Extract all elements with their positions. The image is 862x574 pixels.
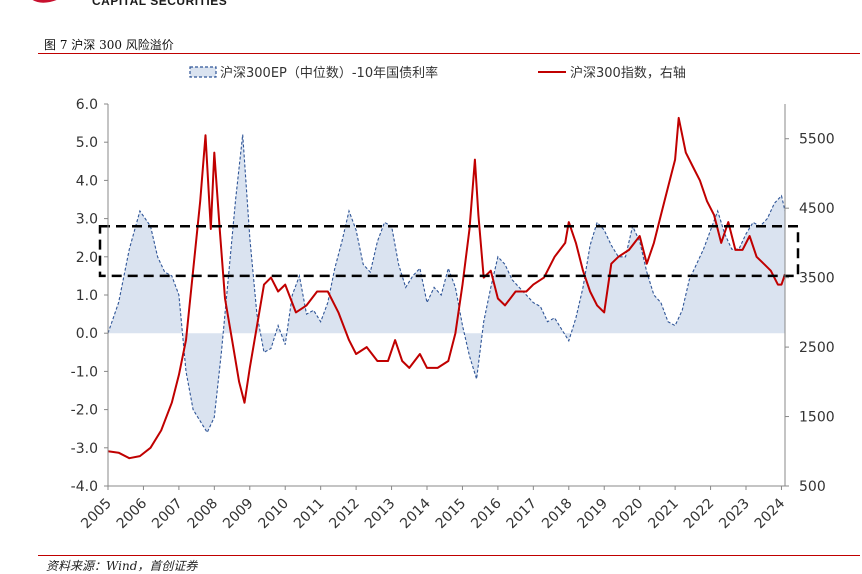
left-tick-label: 6.0 [76, 97, 98, 113]
x-tick-label: 2015 [433, 496, 470, 533]
left-tick-label: 3.0 [76, 212, 98, 228]
x-tick-label: 2006 [114, 495, 151, 532]
x-tick-label: 2023 [716, 496, 753, 533]
x-tick-label: 2010 [256, 496, 293, 533]
x-tick-label: 2020 [610, 496, 647, 533]
x-tick-label: 2024 [752, 495, 789, 532]
right-tick-label: 5500 [799, 132, 835, 148]
left-tick-label: -1.0 [71, 364, 98, 380]
left-tick-label: 4.0 [76, 173, 98, 189]
left-tick-label: 5.0 [76, 135, 98, 151]
figure-title: 图 7 沪深 300 风险溢价 [44, 38, 174, 52]
x-tick-label: 2022 [681, 496, 718, 533]
bottom-divider [38, 555, 860, 556]
left-tick-label: 0.0 [76, 326, 98, 342]
x-tick-label: 2017 [504, 496, 541, 533]
left-tick-label: -4.0 [71, 479, 98, 495]
x-tick-label: 2012 [326, 496, 363, 533]
left-tick-label: -3.0 [71, 441, 98, 457]
chart-legend: 沪深300EP（中位数）-10年国债利率 沪深300指数，右轴 [189, 65, 686, 81]
legend-swatch-ep [189, 66, 217, 78]
valuation-band-box [98, 224, 800, 278]
source-note: 资料来源：Wind，首创证券 [46, 559, 198, 573]
x-tick-label: 2021 [645, 496, 682, 533]
plot-area [98, 116, 800, 460]
x-tick-label: 2013 [362, 496, 399, 533]
right-tick-label: 500 [799, 479, 826, 495]
ep-series-area [108, 134, 785, 433]
x-tick-label: 2005 [78, 496, 115, 533]
brand-logo-icon [20, 0, 80, 10]
risk-premium-chart: 沪深300EP（中位数）-10年国债利率 沪深300指数，右轴 6.0 5.0 4.… [71, 65, 835, 533]
x-tick-label: 2011 [291, 496, 328, 533]
right-tick-label: 2500 [799, 340, 835, 356]
right-tick-label: 4500 [799, 201, 835, 217]
index-series-line [107, 116, 786, 460]
x-tick-label: 2007 [149, 496, 186, 533]
left-tick-label: 1.0 [76, 288, 98, 304]
right-tick-label: 1500 [799, 410, 835, 426]
x-tick-label: 2008 [185, 496, 222, 533]
x-tick-label: 2016 [468, 495, 505, 532]
x-tick-label: 2009 [220, 496, 257, 533]
left-tick-label: -2.0 [71, 403, 98, 419]
top-divider [38, 53, 860, 54]
x-tick-label: 2014 [397, 495, 434, 532]
right-tick-label: 3500 [799, 271, 835, 287]
legend-label-index: 沪深300指数，右轴 [570, 65, 686, 81]
brand-name: CAPITAL SECURITIES [92, 0, 228, 8]
left-tick-label: 2.0 [76, 250, 98, 266]
x-tick-label: 2018 [539, 496, 576, 533]
legend-label-ep: 沪深300EP（中位数）-10年国债利率 [220, 65, 438, 81]
x-tick-label: 2019 [575, 496, 612, 533]
